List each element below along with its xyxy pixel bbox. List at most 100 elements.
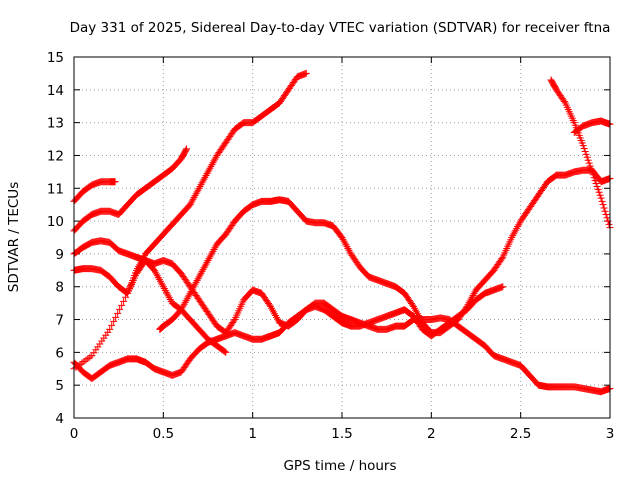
data-point bbox=[411, 306, 419, 314]
series-s3 bbox=[70, 178, 119, 205]
data-point bbox=[161, 286, 169, 294]
data-point bbox=[194, 275, 202, 283]
data-point bbox=[271, 312, 279, 320]
data-point bbox=[414, 312, 422, 320]
data-point bbox=[590, 174, 598, 182]
data-point bbox=[270, 308, 278, 316]
y-tick-label: 7 bbox=[55, 313, 64, 329]
data-point bbox=[154, 274, 162, 282]
data-point bbox=[211, 244, 219, 252]
data-point bbox=[589, 171, 597, 179]
data-point bbox=[195, 273, 203, 281]
data-point bbox=[177, 306, 185, 314]
plot-frame bbox=[73, 56, 611, 419]
chart-title: Day 331 of 2025, Sidereal Day-to-day VTE… bbox=[70, 20, 611, 36]
data-point bbox=[600, 204, 608, 212]
data-point bbox=[159, 283, 167, 291]
data-point bbox=[210, 246, 218, 254]
data-point bbox=[271, 310, 279, 318]
data-point bbox=[269, 306, 277, 314]
data-point bbox=[206, 164, 214, 172]
data-point bbox=[594, 185, 602, 193]
data-point bbox=[465, 299, 473, 307]
data-point bbox=[194, 186, 202, 194]
data-point bbox=[196, 271, 204, 279]
data-point bbox=[190, 193, 198, 201]
data-point bbox=[208, 161, 216, 169]
data-point bbox=[199, 177, 207, 185]
y-tick-label: 10 bbox=[47, 214, 64, 230]
data-point bbox=[508, 234, 516, 241]
data-point bbox=[199, 266, 207, 274]
data-point bbox=[204, 256, 212, 264]
data-point bbox=[222, 348, 230, 356]
data-point bbox=[464, 301, 472, 309]
data-point bbox=[598, 197, 606, 205]
data-point bbox=[597, 194, 605, 202]
data-point bbox=[206, 253, 214, 261]
x-tick-label: 1 bbox=[248, 426, 257, 442]
data-point bbox=[581, 147, 589, 155]
data-point bbox=[197, 269, 205, 277]
data-point bbox=[603, 214, 611, 222]
data-point bbox=[203, 258, 211, 266]
data-point bbox=[463, 302, 471, 310]
data-point bbox=[272, 313, 280, 321]
data-point bbox=[209, 247, 217, 255]
y-tick-label: 9 bbox=[55, 247, 64, 263]
data-point bbox=[162, 288, 170, 296]
data-point bbox=[190, 282, 198, 290]
y-tick-label: 8 bbox=[55, 280, 64, 296]
data-point bbox=[160, 285, 168, 293]
data-point bbox=[198, 179, 206, 187]
x-tick-label: 3 bbox=[606, 426, 615, 442]
data-point bbox=[163, 290, 171, 298]
data-point bbox=[560, 97, 568, 105]
y-tick-label: 13 bbox=[47, 116, 64, 132]
data-point bbox=[208, 249, 216, 257]
data-point bbox=[343, 243, 351, 251]
series-s7 bbox=[156, 166, 614, 337]
data-point bbox=[201, 262, 209, 270]
data-point bbox=[196, 182, 204, 190]
data-point bbox=[207, 251, 215, 259]
data-point bbox=[165, 294, 173, 302]
data-point bbox=[205, 255, 213, 263]
data-point bbox=[193, 277, 201, 285]
data-point bbox=[114, 309, 122, 317]
data-point bbox=[415, 313, 423, 321]
data-point bbox=[338, 234, 346, 241]
data-point bbox=[339, 235, 347, 243]
data-point bbox=[513, 224, 521, 232]
data-point bbox=[605, 220, 613, 228]
data-point bbox=[580, 145, 588, 153]
data-point bbox=[178, 304, 186, 312]
data-point bbox=[584, 156, 592, 164]
series-s2 bbox=[70, 145, 191, 235]
data-point bbox=[341, 239, 349, 247]
data-point bbox=[210, 157, 218, 165]
data-point bbox=[202, 172, 210, 180]
data-point bbox=[268, 304, 276, 312]
data-point bbox=[120, 297, 128, 305]
x-tick-label: 0.5 bbox=[153, 426, 174, 442]
data-point bbox=[204, 168, 212, 176]
data-point bbox=[595, 188, 603, 196]
data-point bbox=[157, 279, 165, 287]
data-point bbox=[106, 325, 114, 333]
data-point bbox=[186, 289, 194, 297]
data-point bbox=[191, 280, 199, 288]
data-point bbox=[193, 188, 201, 196]
data-point bbox=[582, 150, 590, 158]
data-point bbox=[198, 267, 206, 275]
y-tick-label: 11 bbox=[47, 181, 64, 197]
y-tick-label: 12 bbox=[47, 148, 64, 164]
data-point bbox=[515, 221, 523, 229]
x-tick-label: 2 bbox=[427, 426, 436, 442]
data-point bbox=[498, 255, 506, 263]
data-point bbox=[596, 191, 604, 199]
data-point bbox=[267, 302, 275, 310]
data-point bbox=[470, 290, 478, 298]
data-point bbox=[588, 168, 596, 176]
